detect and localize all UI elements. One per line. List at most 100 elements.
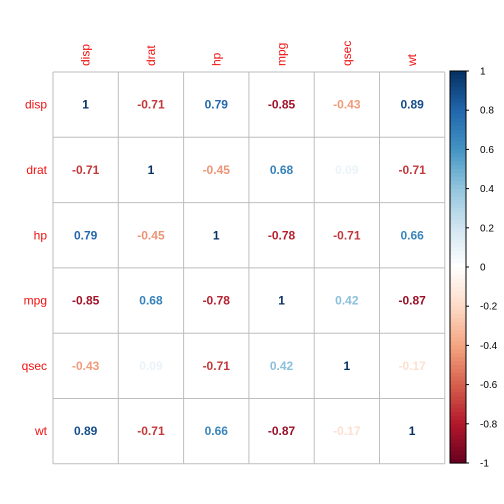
colorbar-swatch bbox=[450, 412, 466, 417]
colorbar-swatch bbox=[450, 251, 466, 256]
colorbar-swatch bbox=[450, 286, 466, 292]
colorbar-swatch bbox=[450, 208, 466, 213]
colorbar-swatch bbox=[450, 333, 466, 339]
colorbar-swatch bbox=[450, 153, 466, 158]
column-label: wt bbox=[405, 53, 419, 67]
colorbar-swatch bbox=[450, 419, 466, 425]
colorbar-swatch bbox=[450, 400, 466, 405]
corr-value: -0.17 bbox=[333, 424, 361, 438]
colorbar-swatch bbox=[450, 94, 466, 100]
colorbar-swatch bbox=[450, 451, 466, 456]
corr-value: 1 bbox=[213, 228, 220, 242]
colorbar-tick-label: 0.4 bbox=[480, 184, 494, 195]
corr-value: 0.66 bbox=[205, 424, 229, 438]
row-label: drat bbox=[26, 163, 47, 177]
colorbar-swatch bbox=[450, 176, 466, 182]
colorbar-swatch bbox=[450, 278, 466, 284]
colorbar-swatch bbox=[450, 227, 466, 233]
corr-value: 0.42 bbox=[270, 359, 294, 373]
colorbar-swatch bbox=[450, 392, 466, 397]
colorbar-swatch bbox=[450, 274, 466, 280]
column-label: qsec bbox=[340, 41, 354, 66]
colorbar-swatch bbox=[450, 118, 466, 123]
corr-value: 0.68 bbox=[270, 163, 294, 177]
corr-value: -0.78 bbox=[203, 294, 231, 308]
corr-value: 0.79 bbox=[205, 98, 229, 112]
corr-value: -0.87 bbox=[268, 424, 296, 438]
colorbar-swatch bbox=[450, 98, 466, 103]
corr-value: -0.71 bbox=[137, 98, 165, 112]
corr-value: -0.71 bbox=[203, 359, 231, 373]
colorbar-swatch bbox=[450, 267, 466, 272]
colorbar-swatch bbox=[450, 255, 466, 260]
corr-value: 1 bbox=[278, 294, 285, 308]
colorbar-swatch bbox=[450, 310, 466, 315]
column-label: mpg bbox=[275, 43, 289, 66]
colorbar-swatch bbox=[450, 341, 466, 346]
colorbar-swatch bbox=[450, 459, 466, 464]
colorbar-swatch bbox=[450, 380, 466, 386]
colorbar-swatch bbox=[450, 384, 466, 390]
colorbar-swatch bbox=[450, 165, 466, 170]
colorbar-swatch bbox=[450, 239, 466, 245]
colorbar-swatch bbox=[450, 196, 466, 201]
colorbar-swatch bbox=[450, 243, 466, 248]
colorbar-swatch bbox=[450, 71, 466, 76]
colorbar-swatch bbox=[450, 431, 466, 437]
column-labels: disp drat hp mpg qsec wt bbox=[79, 41, 419, 67]
colorbar-swatch bbox=[450, 219, 466, 225]
colorbar-swatch bbox=[450, 435, 466, 441]
corr-value: 0.89 bbox=[400, 98, 424, 112]
colorbar-tick-label: -0.8 bbox=[480, 419, 498, 430]
corr-value: 0.09 bbox=[335, 163, 359, 177]
corr-value: 0.42 bbox=[335, 294, 359, 308]
corr-value: 1 bbox=[148, 163, 155, 177]
colorbar-swatch bbox=[450, 125, 466, 131]
correlation-grid: 1 -0.71 0.79 -0.85 -0.43 0.89 -0.71 1 -0.45 0.68 0… bbox=[52, 71, 446, 465]
row-label: hp bbox=[34, 228, 48, 242]
colorbar-swatch bbox=[450, 129, 466, 135]
colorbar-swatch bbox=[450, 216, 466, 221]
colorbar-swatch bbox=[450, 372, 466, 378]
colorbar-swatch bbox=[450, 247, 466, 252]
colorbar: -1 -0.8 -0.6 -0.4 -0.2 0 0.2 0.4 0.6 0.8 1 bbox=[449, 67, 498, 470]
colorbar-swatch bbox=[450, 314, 466, 319]
colorbar-swatch bbox=[450, 106, 466, 111]
colorbar-tick-label: -0.6 bbox=[480, 380, 498, 391]
colorbar-swatch bbox=[450, 321, 466, 327]
colorbar-swatch bbox=[450, 302, 466, 307]
colorbar-swatch bbox=[450, 121, 466, 127]
colorbar-tick-label: -0.4 bbox=[480, 341, 498, 352]
colorbar-swatch bbox=[450, 180, 466, 186]
corr-value: -0.85 bbox=[268, 98, 296, 112]
colorbar-swatch bbox=[450, 270, 466, 276]
colorbar-swatch bbox=[450, 368, 466, 374]
colorbar-swatch bbox=[450, 439, 466, 444]
colorbar-swatch bbox=[450, 290, 466, 296]
colorbar-tick-label: 1 bbox=[480, 67, 486, 78]
colorbar-swatch bbox=[450, 317, 466, 323]
row-label: disp bbox=[25, 98, 47, 112]
colorbar-swatch bbox=[450, 188, 466, 194]
colorbar-swatch bbox=[450, 263, 466, 268]
colorbar-swatch bbox=[450, 110, 466, 115]
colorbar-tick-label: 0 bbox=[480, 263, 486, 274]
corr-value: -0.87 bbox=[398, 294, 426, 308]
colorbar-swatch bbox=[450, 235, 466, 241]
row-label: qsec bbox=[22, 359, 47, 373]
corr-value: -0.43 bbox=[72, 359, 100, 373]
colorbar-swatch bbox=[450, 259, 466, 264]
colorbar-swatch bbox=[450, 329, 466, 335]
colorbar-swatch bbox=[450, 78, 466, 84]
colorbar-swatch bbox=[450, 282, 466, 288]
colorbar-swatch bbox=[450, 141, 466, 147]
colorbar-swatch bbox=[450, 455, 466, 460]
colorbar-swatch bbox=[450, 145, 466, 150]
colorbar-tick-label: -1 bbox=[480, 459, 489, 470]
colorbar-swatch bbox=[450, 204, 466, 209]
colorbar-swatch bbox=[450, 137, 466, 143]
colorbar-swatch bbox=[450, 294, 466, 299]
colorbar-swatch bbox=[450, 337, 466, 343]
corr-value: -0.71 bbox=[72, 163, 100, 177]
colorbar-swatch bbox=[450, 396, 466, 401]
